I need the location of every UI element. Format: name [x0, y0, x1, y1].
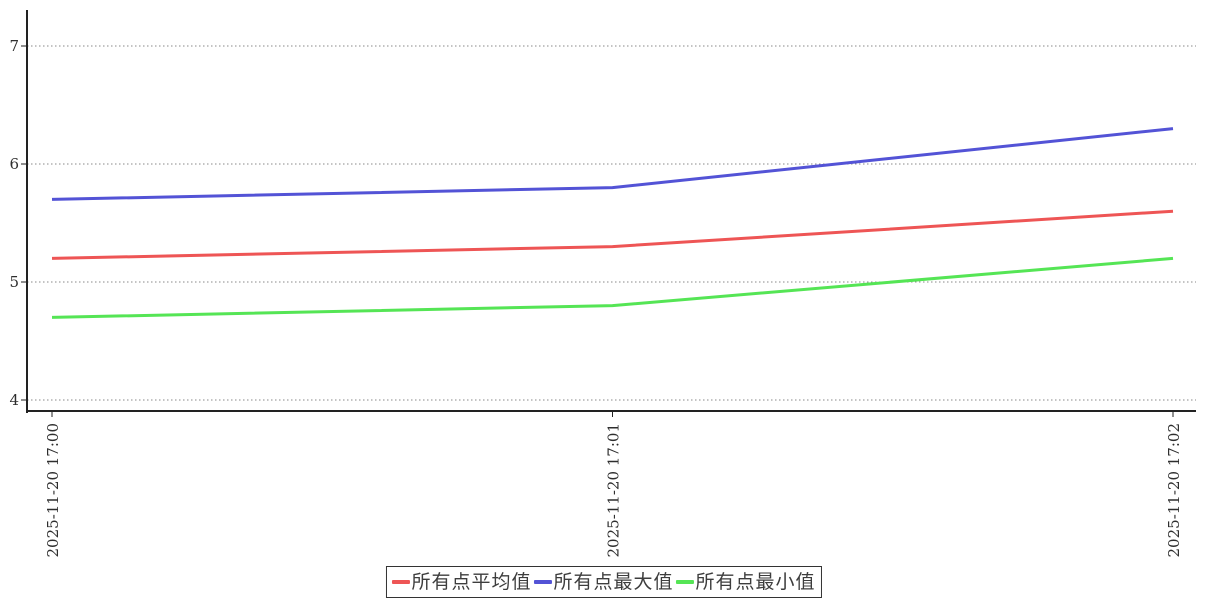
legend-label: 所有点最大值	[553, 571, 674, 593]
legend-item: 所有点最大值	[533, 570, 673, 594]
y-axis-tick-label: 4	[9, 391, 19, 409]
legend-item: 所有点最小值	[675, 570, 816, 594]
y-axis-tick-label: 6	[9, 155, 19, 173]
legend-color-dash	[391, 580, 410, 584]
legend-color-dash	[675, 580, 694, 584]
legend-label: 所有点最小值	[695, 571, 816, 593]
chart-legend: 所有点平均值 所有点最大值 所有点最小值	[385, 566, 822, 598]
legend-color-dash	[533, 580, 552, 584]
series-line-所有点最小值	[51, 256, 1174, 319]
series-line-所有点最大值	[51, 127, 1174, 201]
y-axis-tick-label: 5	[9, 273, 19, 291]
series-line-所有点平均值	[51, 209, 1174, 260]
x-axis-tick-label: 2025-11-20 17:01	[605, 423, 623, 557]
legend-label: 所有点平均值	[411, 571, 532, 593]
x-axis-tick-label: 2025-11-20 17:00	[44, 423, 62, 557]
legend-item: 所有点平均值	[391, 570, 531, 594]
x-axis-tick-label: 2025-11-20 17:02	[1165, 423, 1183, 557]
y-axis-tick-label: 7	[9, 37, 19, 55]
